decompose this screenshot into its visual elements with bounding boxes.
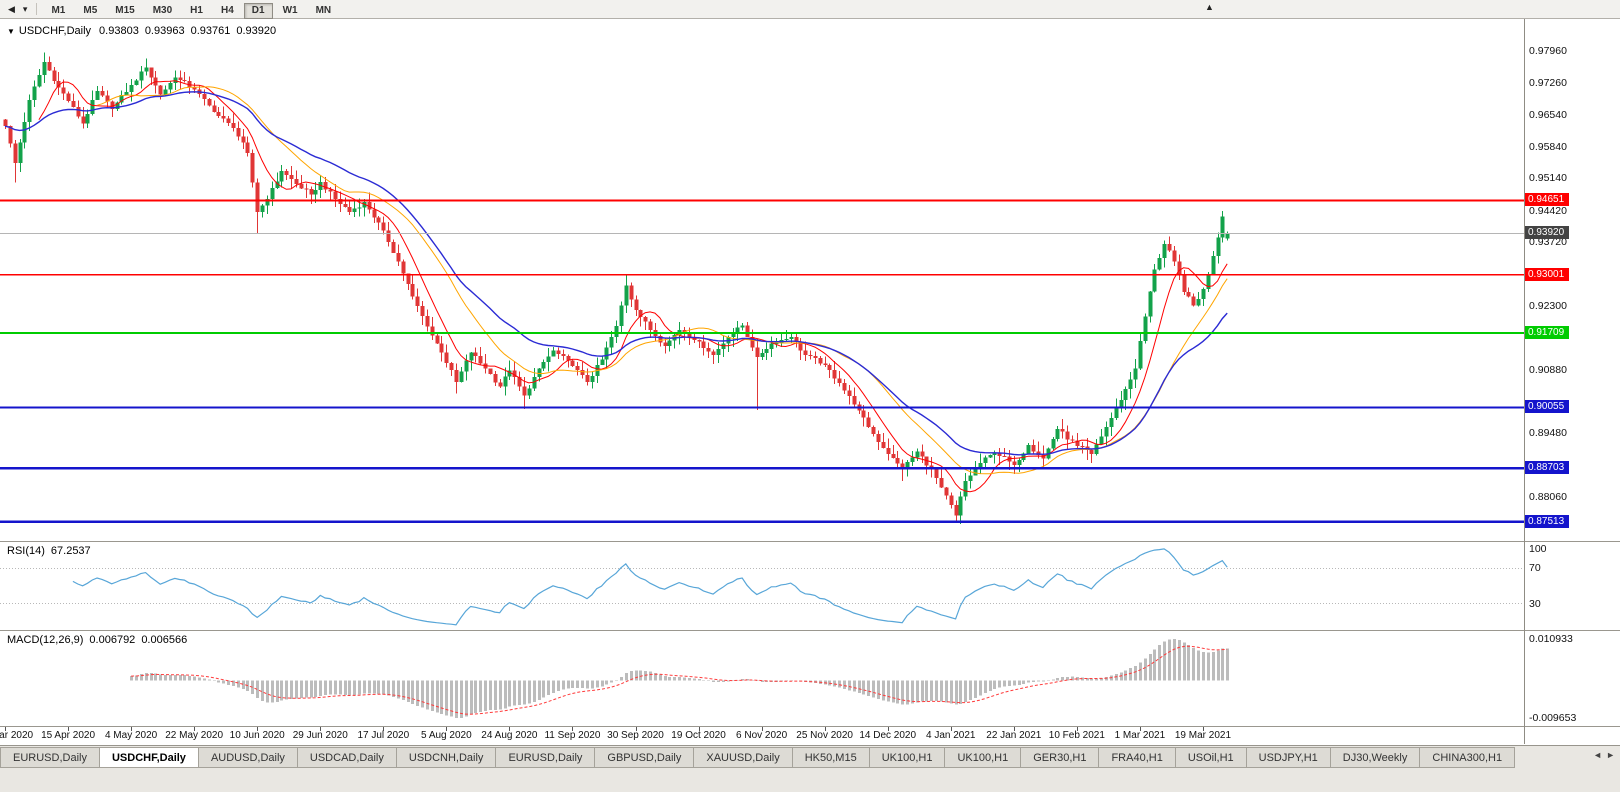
toolbar-separator — [36, 3, 38, 15]
horizontal-level-lines — [0, 199, 1524, 524]
tab-EURUSD-Daily[interactable]: EURUSD,Daily — [0, 747, 100, 768]
tab-EURUSD-Daily[interactable]: EURUSD,Daily — [496, 747, 596, 768]
tab-scroll-left-icon[interactable]: ◄ — [1593, 750, 1603, 760]
timeframe-toolbar: ◀ ▾ M1 M5 M15 M30 H1 H4 D1 W1 MN ▲ — [0, 0, 1620, 19]
time-axis-ticks — [5, 727, 1204, 731]
candlestick-series — [3, 52, 1230, 525]
rsi-line — [72, 548, 1228, 626]
macd-main-value: 0.006792 — [89, 634, 136, 646]
ma-slow-line — [4, 91, 1228, 456]
tf-button-M15[interactable]: M15 — [107, 3, 142, 19]
tf-button-H4[interactable]: H4 — [213, 3, 242, 19]
tf-button-D1[interactable]: D1 — [243, 2, 273, 19]
tab-FRA40-H1[interactable]: FRA40,H1 — [1099, 747, 1176, 768]
rsi-name: RSI(14) — [7, 545, 45, 557]
pane-separators — [0, 19, 1620, 744]
tf-button-M30[interactable]: M30 — [145, 3, 180, 19]
timeframe-buttons: M1 M5 M15 M30 H1 H4 D1 W1 MN — [42, 0, 340, 19]
macd-signal-value: 0.006566 — [141, 634, 188, 646]
tab-HK50-M15[interactable]: HK50,M15 — [792, 747, 870, 768]
tab-UK100-H1[interactable]: UK100,H1 — [945, 747, 1022, 768]
tab-USOil-H1[interactable]: USOil,H1 — [1175, 747, 1247, 768]
rsi-indicator-label: RSI(14) 67.2537 — [7, 545, 97, 557]
caret-down-icon[interactable]: ▾ — [22, 4, 28, 14]
ma-medium-line — [96, 86, 1228, 475]
ohlc-high: 0.93963 — [144, 25, 185, 37]
tf-button-H1[interactable]: H1 — [182, 3, 211, 19]
collapse-icon[interactable]: ▼ — [7, 27, 15, 36]
tab-UK100-H1[interactable]: UK100,H1 — [869, 747, 946, 768]
rsi-value: 67.2537 — [50, 545, 91, 557]
tab-AUDUSD-Daily[interactable]: AUDUSD,Daily — [198, 747, 298, 768]
tf-button-MN[interactable]: MN — [308, 3, 340, 19]
tab-USDJPY-H1[interactable]: USDJPY,H1 — [1246, 747, 1331, 768]
tf-button-M1[interactable]: M1 — [43, 3, 73, 19]
tab-USDCAD-Daily[interactable]: USDCAD,Daily — [297, 747, 397, 768]
nav-left-icon[interactable]: ◀ — [8, 4, 15, 14]
tab-GBPUSD-Daily[interactable]: GBPUSD,Daily — [595, 747, 695, 768]
tab-GER30-H1[interactable]: GER30,H1 — [1021, 747, 1100, 768]
ma-fast-line — [38, 80, 1228, 493]
ohlc-open: 0.93803 — [99, 25, 139, 37]
macd-name: MACD(12,26,9) — [7, 634, 84, 646]
macd-signal-line — [131, 645, 1228, 715]
ohlc-close: 0.93920 — [236, 25, 277, 37]
tab-scroll-right-icon[interactable]: ► — [1606, 750, 1615, 760]
tab-XAUUSD-Daily[interactable]: XAUUSD,Daily — [694, 747, 793, 768]
tf-button-W1[interactable]: W1 — [275, 3, 306, 19]
chart-symbol-period: USDCHF,Daily — [18, 25, 92, 37]
chart-tab-bar: EURUSD,Daily USDCHF,Daily AUDUSD,Daily USDC… — [0, 745, 1620, 792]
ohlc-low: 0.93761 — [190, 25, 231, 37]
macd-indicator-label: MACD(12,26,9) 0.006792 0.006566 — [7, 634, 193, 646]
tab-USDCHF-Daily[interactable]: USDCHF,Daily — [99, 747, 199, 768]
rsi-pane — [0, 548, 1524, 626]
tab-CHINA300-H1[interactable]: CHINA300,H1 — [1420, 747, 1516, 768]
tab-scroll-controls: ◄ ► — [1590, 747, 1620, 760]
macd-histogram — [130, 639, 1229, 718]
toolbar-overflow-icon[interactable]: ▲ — [1205, 2, 1214, 12]
tf-button-M5[interactable]: M5 — [75, 3, 105, 19]
chart-title: ▼ USDCHF,Daily 0.93803 0.93963 0.93761 0.9392… — [7, 25, 282, 37]
tab-DJ30-Weekly[interactable]: DJ30,Weekly — [1330, 747, 1421, 768]
tab-USDCNH-Daily[interactable]: USDCNH,Daily — [396, 747, 497, 768]
